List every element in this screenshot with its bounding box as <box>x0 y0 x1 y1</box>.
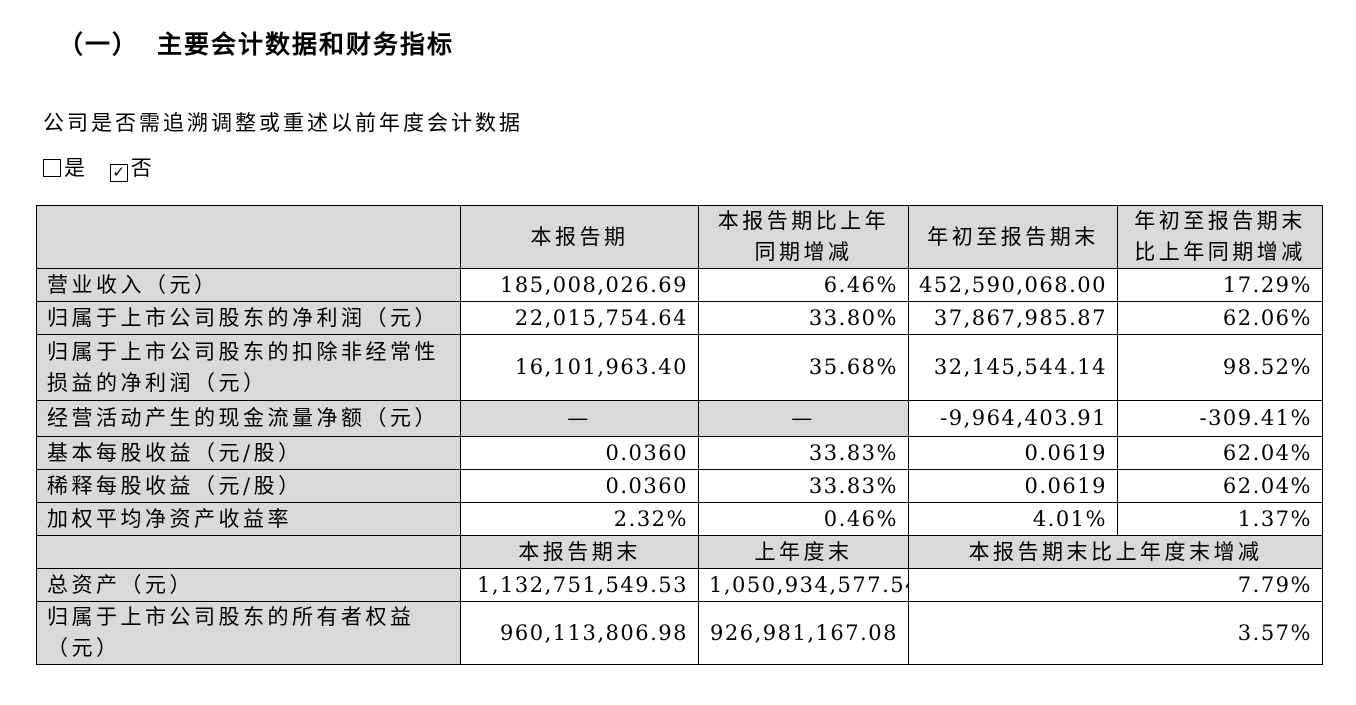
value-cell: 0.46% <box>698 502 909 536</box>
value-cell: 32,145,544.14 <box>908 334 1118 401</box>
row-label-cell: 基本每股收益（元/股） <box>36 436 461 470</box>
table-row: 归属于上市公司股东的扣除非经常性损益的净利润（元） 16,101,963.40 … <box>36 334 1323 401</box>
row-label-cell: 经营活动产生的现金流量净额（元） <box>36 400 461 437</box>
table-row: 基本每股收益（元/股） 0.0360 33.83% 0.0619 62.04% <box>36 436 1323 470</box>
value-cell: 2.32% <box>460 502 699 536</box>
value-cell: 33.83% <box>698 469 909 503</box>
value-cell: 33.83% <box>698 436 909 470</box>
value-cell: 1.37% <box>1117 502 1323 536</box>
restatement-question: 公司是否需追溯调整或重述以前年度会计数据 <box>43 111 523 135</box>
subheader-empty-cell <box>36 535 461 569</box>
row-label-cell: 营业收入（元） <box>36 268 461 302</box>
subheader-prev-year-end: 上年度末 <box>698 535 909 569</box>
value-cell: -9,964,403.91 <box>908 400 1118 437</box>
table-subheader-row: 本报告期末 上年度末 本报告期末比上年度末增减 <box>36 535 1323 569</box>
section-number: （一） <box>58 30 140 59</box>
table-row: 加权平均净资产收益率 2.32% 0.46% 4.01% 1.37% <box>36 502 1323 536</box>
value-cell: 926,981,167.08 <box>698 601 909 665</box>
option-yes: 是 <box>43 156 87 180</box>
checkbox-checked-icon: ✓ <box>109 163 128 182</box>
table-row: 归属于上市公司股东的所有者权益（元） 960,113,806.98 926,98… <box>36 601 1323 665</box>
value-cell: 62.04% <box>1117 436 1323 470</box>
table-header-row: 本报告期 本报告期比上年同期增减 年初至报告期末 年初至报告期末比上年同期增减 <box>36 205 1323 269</box>
header-current-period: 本报告期 <box>460 205 699 269</box>
subheader-period-end: 本报告期末 <box>460 535 699 569</box>
value-cell: 185,008,026.69 <box>460 268 699 302</box>
value-cell: 452,590,068.00 <box>908 268 1118 302</box>
option-no-label: 否 <box>130 156 154 180</box>
value-cell: 37,867,985.87 <box>908 301 1118 335</box>
value-cell: 22,015,754.64 <box>460 301 699 335</box>
table-row: 经营活动产生的现金流量净额（元） — — -9,964,403.91 -309.… <box>36 400 1323 437</box>
table-row: 营业收入（元） 185,008,026.69 6.46% 452,590,068… <box>36 268 1323 302</box>
table-row: 归属于上市公司股东的净利润（元） 22,015,754.64 33.80% 37… <box>36 301 1323 335</box>
value-cell: 1,050,934,577.54 <box>698 568 909 602</box>
value-cell: 62.06% <box>1117 301 1323 335</box>
subheader-period-end-change: 本报告期末比上年度末增减 <box>908 535 1323 569</box>
checkbox-unchecked-icon <box>43 159 61 177</box>
header-empty-cell <box>36 205 461 269</box>
value-cell: 1,132,751,549.53 <box>460 568 699 602</box>
value-cell: 960,113,806.98 <box>460 601 699 665</box>
value-cell: 7.79% <box>908 568 1323 602</box>
checkbox-no-mark: ✓ <box>112 163 125 181</box>
table-row: 总资产（元） 1,132,751,549.53 1,050,934,577.54… <box>36 568 1323 602</box>
value-cell: 16,101,963.40 <box>460 334 699 401</box>
value-cell: 3.57% <box>908 601 1323 665</box>
financial-indicators-table: 本报告期 本报告期比上年同期增减 年初至报告期末 年初至报告期末比上年同期增减 … <box>36 205 1323 665</box>
value-cell: 62.04% <box>1117 469 1323 503</box>
row-label-cell: 稀释每股收益（元/股） <box>36 469 461 503</box>
row-label-cell: 总资产（元） <box>36 568 461 602</box>
value-cell-dash: — <box>698 400 909 437</box>
header-ytd-yoy-change: 年初至报告期末比上年同期增减 <box>1117 205 1323 269</box>
value-cell: 17.29% <box>1117 268 1323 302</box>
value-cell: 0.0360 <box>460 469 699 503</box>
value-cell: 4.01% <box>908 502 1118 536</box>
row-label-cell: 归属于上市公司股东的扣除非经常性损益的净利润（元） <box>36 334 461 401</box>
header-yoy-change: 本报告期比上年同期增减 <box>698 205 909 269</box>
value-cell-dash: — <box>460 400 699 437</box>
document-page: （一） 主要会计数据和财务指标 公司是否需追溯调整或重述以前年度会计数据 是 ✓ 否… <box>0 25 1356 665</box>
table-row: 稀释每股收益（元/股） 0.0360 33.83% 0.0619 62.04% <box>36 469 1323 503</box>
checkbox-row: 是 ✓ 否 <box>43 152 1356 182</box>
header-ytd: 年初至报告期末 <box>908 205 1118 269</box>
row-label-cell: 加权平均净资产收益率 <box>36 502 461 536</box>
value-cell: 0.0619 <box>908 469 1118 503</box>
row-label-cell: 归属于上市公司股东的所有者权益（元） <box>36 601 461 665</box>
section-title: （一） 主要会计数据和财务指标 <box>58 25 1356 61</box>
option-yes-label: 是 <box>64 156 87 180</box>
value-cell: 0.0619 <box>908 436 1118 470</box>
row-label-cell: 归属于上市公司股东的净利润（元） <box>36 301 461 335</box>
value-cell: 0.0360 <box>460 436 699 470</box>
value-cell: -309.41% <box>1117 400 1323 437</box>
value-cell: 6.46% <box>698 268 909 302</box>
value-cell: 33.80% <box>698 301 909 335</box>
value-cell: 98.52% <box>1117 334 1323 401</box>
value-cell: 35.68% <box>698 334 909 401</box>
section-title-text: 主要会计数据和财务指标 <box>157 30 455 59</box>
option-no: ✓ 否 <box>109 156 154 182</box>
